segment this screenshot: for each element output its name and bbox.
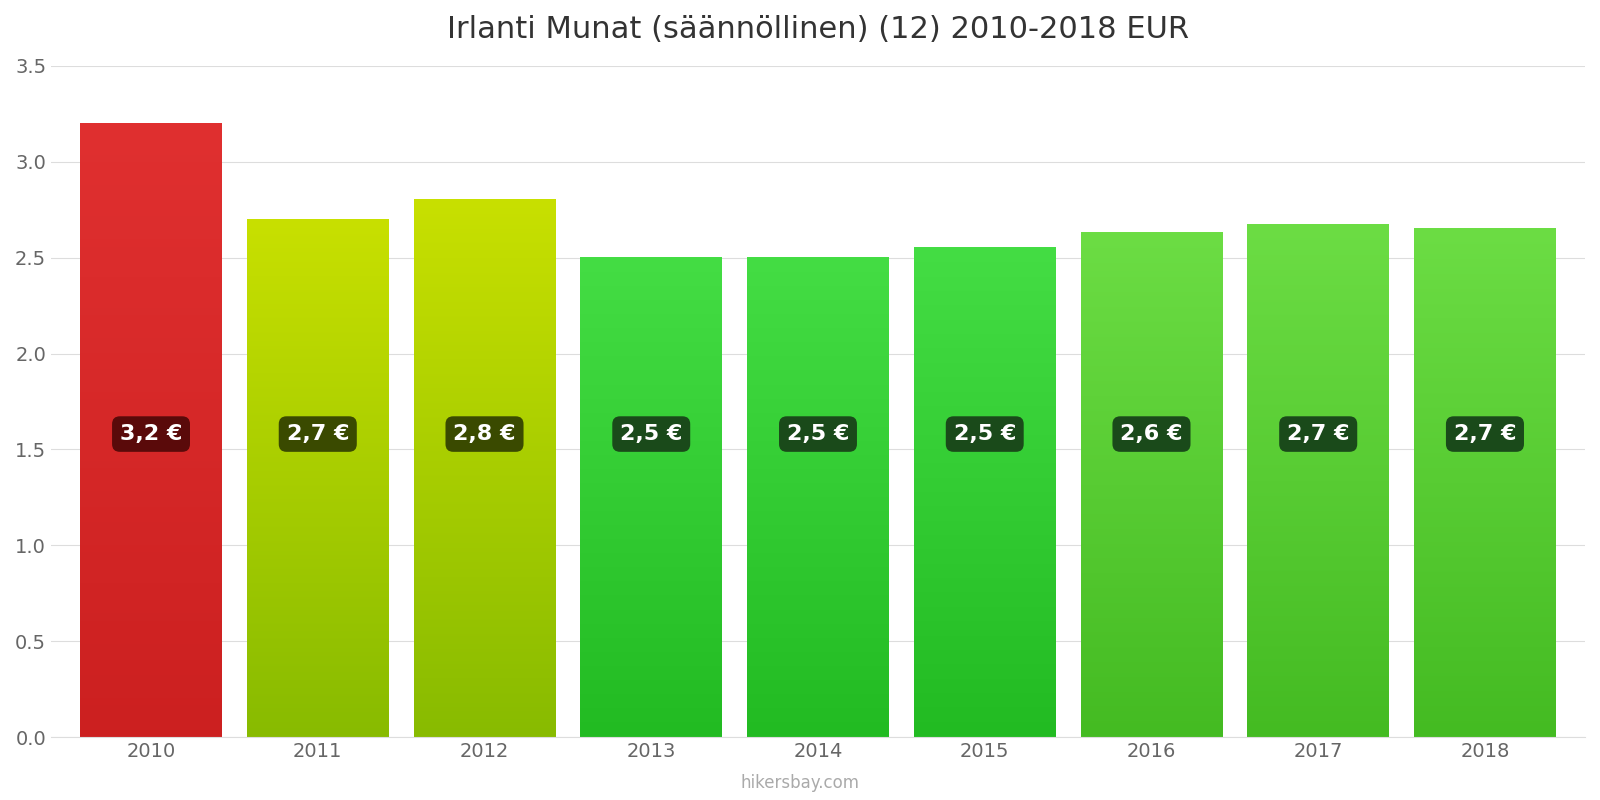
Text: 2,7 €: 2,7 € xyxy=(1454,424,1517,444)
Text: 2,5 €: 2,5 € xyxy=(954,424,1016,444)
Title: Irlanti Munat (säännöllinen) (12) 2010-2018 EUR: Irlanti Munat (säännöllinen) (12) 2010-2… xyxy=(446,15,1189,44)
Text: 2,8 €: 2,8 € xyxy=(453,424,515,444)
Text: 2,7 €: 2,7 € xyxy=(1286,424,1349,444)
Text: hikersbay.com: hikersbay.com xyxy=(741,774,859,792)
Text: 2,5 €: 2,5 € xyxy=(621,424,683,444)
Text: 2,7 €: 2,7 € xyxy=(286,424,349,444)
Text: 2,5 €: 2,5 € xyxy=(787,424,850,444)
Text: 2,6 €: 2,6 € xyxy=(1120,424,1182,444)
Text: 3,2 €: 3,2 € xyxy=(120,424,182,444)
